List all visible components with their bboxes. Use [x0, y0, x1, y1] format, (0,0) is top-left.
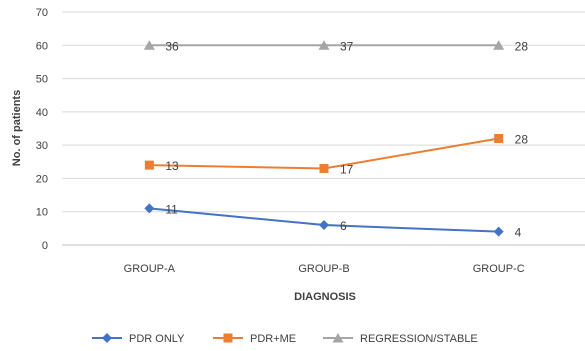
y-axis-title: No. of patients [11, 90, 23, 166]
data-label: 6 [340, 219, 347, 233]
x-tick-label: GROUP-A [124, 263, 176, 275]
legend-marker-0 [102, 333, 112, 343]
y-tick-label: 30 [36, 140, 48, 152]
y-tick-label: 60 [36, 40, 48, 52]
y-tick-label: 40 [36, 107, 48, 119]
legend: PDR ONLY PDR+ME REGRESSION/STABLE [92, 333, 478, 345]
series-group [143, 40, 505, 237]
x-axis-title: DIAGNOSIS [294, 291, 356, 303]
data-label: 28 [515, 39, 529, 53]
y-tick-label: 20 [36, 173, 48, 185]
data-label: 36 [165, 39, 179, 53]
y-tick-label: 50 [36, 74, 48, 86]
y-tick-label: 10 [36, 207, 48, 219]
x-tick-label: GROUP-B [298, 263, 349, 275]
data-label: 13 [165, 159, 179, 173]
data-labels-group: 11 6 4 13 17 28 36 37 28 [165, 39, 528, 239]
legend-label: PDR ONLY [129, 333, 185, 345]
y-axis-ticks: 0 10 20 30 40 50 60 70 [36, 7, 48, 252]
data-label: 11 [165, 202, 178, 216]
x-tick-label: GROUP-C [473, 263, 525, 275]
x-axis-ticks: GROUP-A GROUP-B GROUP-C [124, 263, 525, 275]
data-point-2-0 [143, 40, 155, 50]
data-point-2-1 [318, 40, 330, 50]
data-point-1-1 [319, 163, 329, 173]
data-point-0-2 [493, 226, 504, 237]
data-point-1-0 [144, 160, 154, 170]
data-label: 17 [340, 162, 354, 176]
data-label: 4 [515, 226, 522, 240]
data-point-2-2 [493, 40, 505, 50]
legend-label: REGRESSION/STABLE [360, 333, 478, 345]
data-point-0-0 [144, 203, 155, 214]
y-tick-label: 70 [36, 7, 48, 19]
legend-marker-1 [223, 333, 233, 343]
data-label: 37 [340, 39, 354, 53]
data-label: 28 [515, 132, 529, 146]
data-point-0-1 [319, 220, 329, 231]
legend-marker-2 [332, 333, 344, 343]
y-tick-label: 0 [42, 240, 48, 252]
legend-label: PDR+ME [250, 333, 296, 345]
data-point-1-2 [494, 133, 504, 143]
